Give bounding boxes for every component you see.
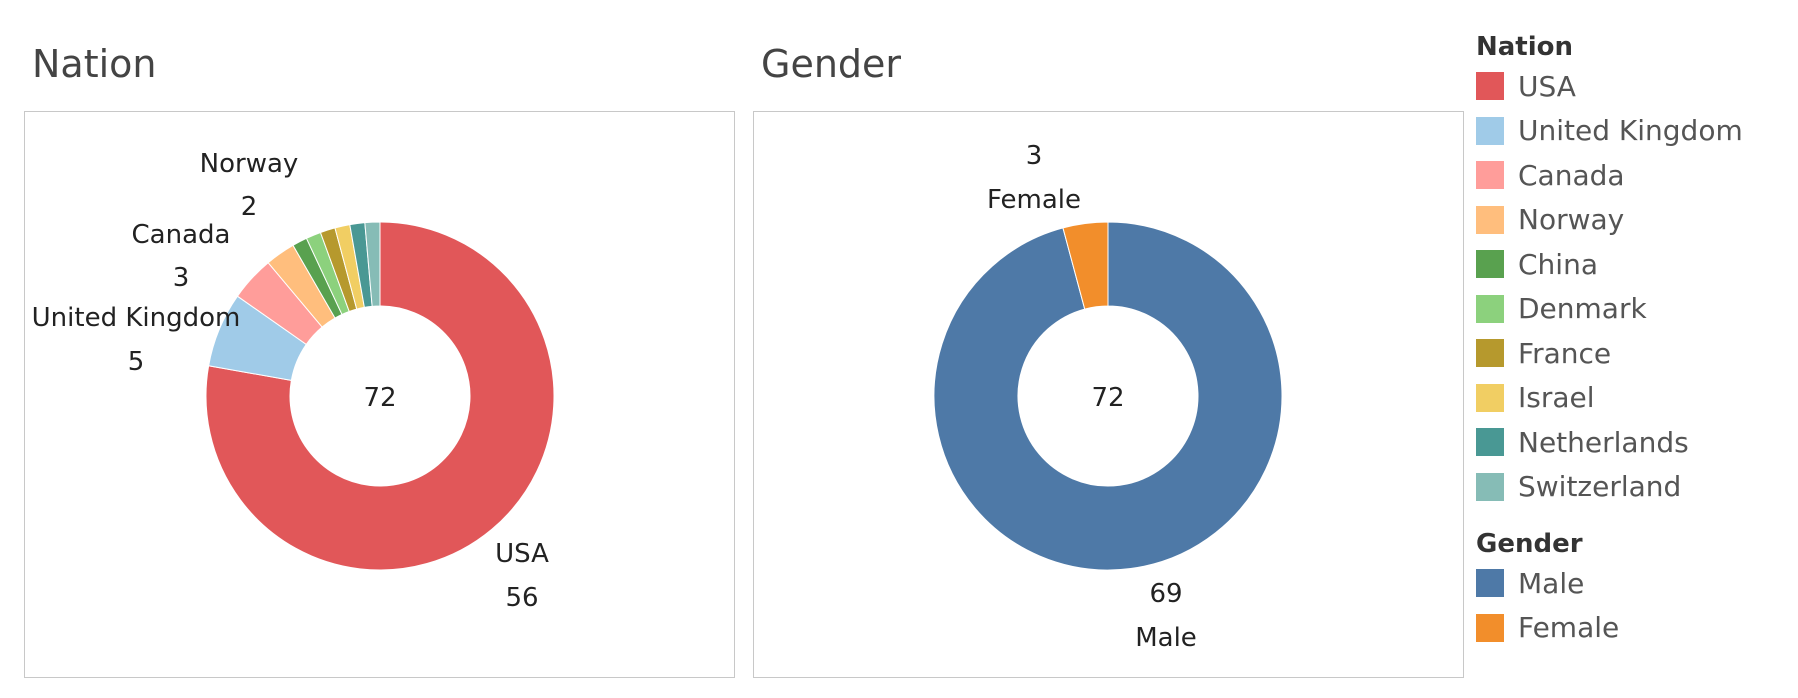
legend-label: Male — [1518, 566, 1585, 600]
legend-gender-title: Gender — [1476, 529, 1583, 559]
legend-swatch — [1476, 161, 1504, 190]
gender-label-male-name: Male — [1135, 623, 1197, 653]
legend-nation-list: USA United Kingdom Canada Norway China Denmar… — [1476, 64, 1776, 509]
gender-chart-title: Gender — [761, 42, 902, 86]
legend-label: China — [1518, 247, 1598, 281]
nation-legend-item-netherlands[interactable]: Netherlands — [1476, 420, 1776, 465]
legend-label: United Kingdom — [1518, 114, 1743, 148]
nation-legend-item-denmark[interactable]: Denmark — [1476, 287, 1776, 332]
nation-label-uk-value: 5 — [128, 347, 145, 377]
legend-swatch — [1476, 383, 1504, 412]
legend-label: Netherlands — [1518, 425, 1689, 459]
legend-swatch — [1476, 472, 1504, 501]
legend-label: Denmark — [1518, 292, 1647, 326]
nation-label-norway-value: 2 — [241, 192, 258, 222]
nation-label-uk-name: United Kingdom — [32, 303, 241, 333]
nation-legend-item-israel[interactable]: Israel — [1476, 376, 1776, 421]
legend-nation-title: Nation — [1476, 32, 1574, 62]
legend-label: Norway — [1518, 203, 1625, 237]
nation-legend-item-switzerland[interactable]: Switzerland — [1476, 465, 1776, 510]
nation-chart-title: Nation — [32, 42, 157, 86]
nation-legend-item-usa[interactable]: USA — [1476, 64, 1776, 109]
legend-label: USA — [1518, 69, 1576, 103]
legend-swatch — [1476, 72, 1504, 101]
gender-donut-hole — [1018, 306, 1198, 486]
legend: Nation USA United Kingdom Canada Norway Chin… — [1476, 30, 1776, 650]
legend-swatch — [1476, 116, 1504, 145]
legend-swatch — [1476, 339, 1504, 368]
legend-gender-list: Male Female — [1476, 561, 1776, 650]
legend-swatch — [1476, 428, 1504, 457]
nation-total-label: 72 — [363, 383, 396, 413]
legend-swatch — [1476, 250, 1504, 279]
gender-legend-item-male[interactable]: Male — [1476, 561, 1776, 606]
nation-legend-item-united-kingdom[interactable]: United Kingdom — [1476, 109, 1776, 154]
gender-label-female-value: 3 — [1026, 141, 1043, 171]
legend-label: France — [1518, 336, 1612, 370]
legend-label: Israel — [1518, 381, 1595, 415]
legend-swatch — [1476, 613, 1504, 642]
nation-label-norway-name: Norway — [200, 149, 299, 179]
legend-swatch — [1476, 569, 1504, 598]
nation-label-usa-value: 56 — [505, 583, 538, 613]
nation-legend-item-canada[interactable]: Canada — [1476, 153, 1776, 198]
nation-legend-item-china[interactable]: China — [1476, 242, 1776, 287]
legend-label: Female — [1518, 611, 1620, 645]
gender-donut — [933, 221, 1283, 571]
nation-donut-hole — [290, 306, 470, 486]
nation-legend-item-norway[interactable]: Norway — [1476, 198, 1776, 243]
nation-label-usa-name: USA — [495, 539, 549, 569]
legend-swatch — [1476, 294, 1504, 323]
gender-total-label: 72 — [1091, 383, 1124, 413]
gender-label-female-name: Female — [987, 185, 1081, 215]
nation-label-canada-value: 3 — [173, 263, 190, 293]
legend-label: Switzerland — [1518, 470, 1682, 504]
gender-label-male-value: 69 — [1149, 579, 1182, 609]
nation-label-canada-name: Canada — [132, 220, 231, 250]
gender-legend-item-female[interactable]: Female — [1476, 606, 1776, 651]
legend-label: Canada — [1518, 158, 1625, 192]
nation-legend-item-france[interactable]: France — [1476, 331, 1776, 376]
legend-swatch — [1476, 205, 1504, 234]
